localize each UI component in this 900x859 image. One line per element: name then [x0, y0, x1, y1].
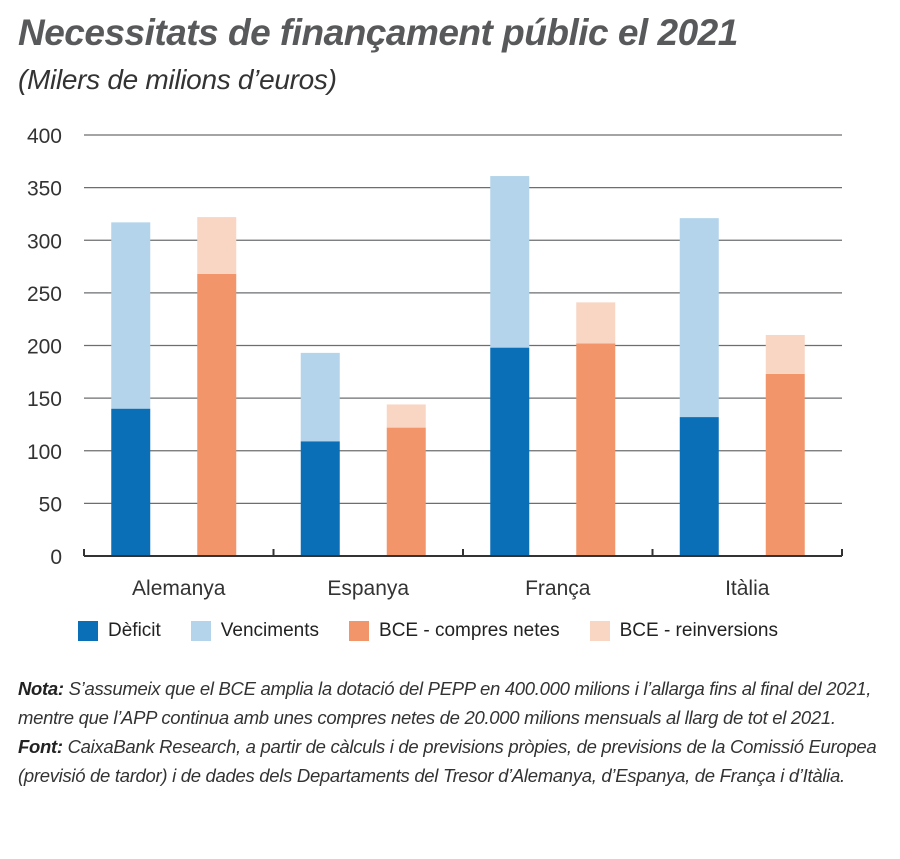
y-tick-label: 250: [27, 283, 62, 306]
legend-label: Dèficit: [108, 620, 161, 641]
x-tick-label: Espanya: [327, 577, 409, 600]
y-tick-label: 400: [27, 125, 62, 148]
bar-bce-compres-netes: [765, 373, 805, 556]
source-text: CaixaBank Research, a partir de càlculs …: [18, 736, 877, 786]
source-label: Font:: [18, 736, 63, 757]
bar-chart: 0 50 100 150 200 250 300 350 400 Alemanya Espanya…: [27, 125, 843, 600]
bar-d-ficit: [490, 347, 530, 556]
y-tick-label: 200: [27, 336, 62, 359]
bar-d-ficit: [300, 441, 340, 556]
y-tick-label: 0: [50, 546, 62, 569]
bar-d-ficit: [111, 408, 151, 556]
bar-bce-compres-netes: [576, 343, 616, 556]
source-paragraph: Font: CaixaBank Research, a partir de cà…: [18, 732, 878, 790]
bar-bce-reinversions: [576, 302, 616, 344]
y-tick-label: 300: [27, 230, 62, 253]
x-tick-label: Alemanya: [132, 577, 226, 600]
note-text: S’assumeix que el BCE amplia la dotació …: [18, 678, 872, 728]
bar-bce-compres-netes: [386, 427, 426, 556]
y-tick-label: 150: [27, 388, 62, 411]
legend-swatch: [349, 621, 370, 641]
legend-swatch: [78, 621, 98, 641]
y-tick-label: 350: [27, 178, 62, 201]
bar-bce-reinversions: [386, 404, 426, 428]
legend-swatch: [190, 621, 211, 641]
x-axis-labels: Alemanya Espanya França Itàlia: [132, 577, 770, 600]
bar-bce-reinversions: [197, 217, 237, 274]
y-tick-label: 100: [27, 441, 62, 464]
y-tick-label: 50: [39, 493, 62, 516]
legend-swatch: [589, 621, 610, 641]
y-axis-ticks: 0 50 100 150 200 250 300 350 400: [27, 125, 62, 569]
bar-venciments: [679, 218, 719, 418]
bar-bce-compres-netes: [197, 273, 237, 556]
x-tick-label: França: [525, 577, 591, 600]
bar-d-ficit: [679, 417, 719, 556]
legend-label: Venciments: [220, 620, 320, 641]
legend-item-venciments: Venciments: [190, 620, 320, 642]
bar-venciments: [300, 352, 340, 442]
note-label: Nota:: [18, 678, 64, 699]
chart-subtitle: (Milers de milions d’euros): [18, 64, 337, 95]
note-paragraph: Nota: S’assumeix que el BCE amplia la do…: [18, 674, 878, 732]
legend-item-bce-compres-netes: BCE - compres netes: [349, 620, 560, 642]
bar-venciments: [111, 222, 151, 409]
legend: Dèficit Venciments BCE - compres netes B…: [78, 620, 808, 642]
legend-item-deficit: Dèficit: [78, 620, 161, 642]
legend-item-bce-reinversions: BCE - reinversions: [589, 620, 778, 642]
legend-label: BCE - reinversions: [619, 620, 778, 641]
chart-title: Necessitats de finançament públic el 202…: [18, 12, 738, 53]
bars: [111, 176, 805, 556]
bar-bce-reinversions: [765, 334, 805, 374]
bar-venciments: [490, 176, 530, 348]
legend-label: BCE - compres netes: [379, 620, 560, 641]
notes: Nota: S’assumeix que el BCE amplia la do…: [18, 674, 878, 790]
x-axis: [83, 549, 843, 557]
x-tick-label: Itàlia: [725, 577, 770, 600]
